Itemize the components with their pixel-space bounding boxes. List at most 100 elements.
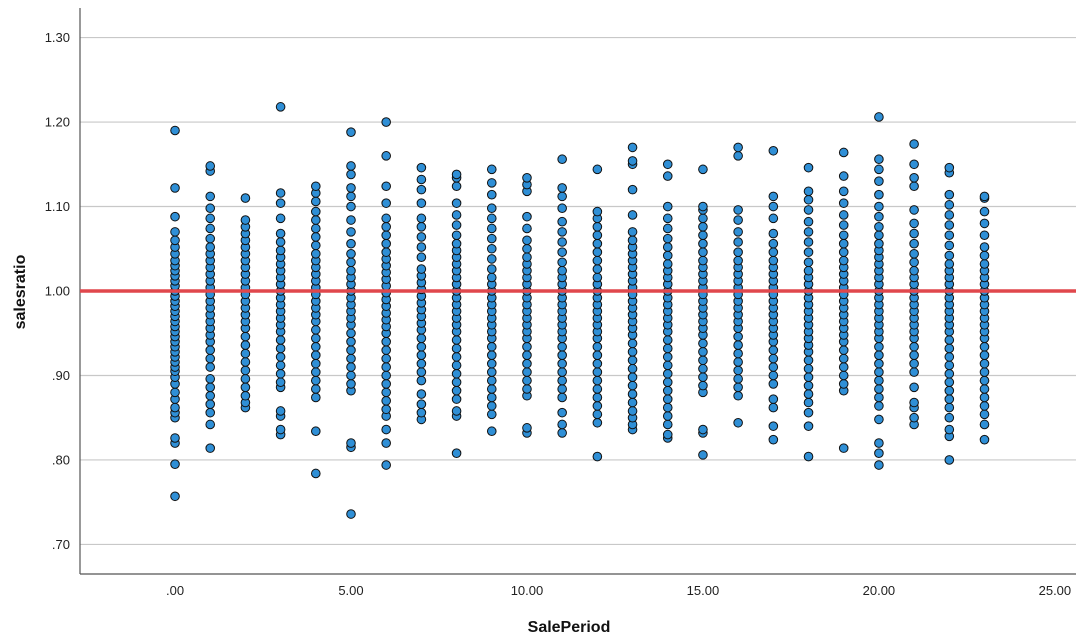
data-point <box>768 145 779 156</box>
data-point <box>311 215 321 225</box>
data-point <box>381 230 391 241</box>
data-point <box>311 341 321 352</box>
data-point <box>944 352 955 362</box>
data-point <box>979 409 990 420</box>
data-point <box>698 380 708 391</box>
data-point <box>874 460 884 470</box>
data-point <box>768 228 779 239</box>
data-point <box>311 196 321 207</box>
data-point <box>803 237 814 247</box>
data-point <box>451 198 462 208</box>
data-point <box>909 139 919 149</box>
data-point <box>381 345 391 355</box>
data-point <box>979 358 990 369</box>
data-point <box>486 233 497 244</box>
data-point <box>346 370 356 381</box>
data-point <box>733 357 743 367</box>
data-point <box>627 227 638 237</box>
data-point <box>662 429 673 440</box>
data-point <box>768 255 779 266</box>
data-point <box>557 384 567 394</box>
data-point <box>346 509 356 519</box>
data-point <box>662 394 673 404</box>
data-point <box>557 237 567 247</box>
data-point <box>803 380 814 391</box>
data-point <box>944 162 955 173</box>
data-point <box>311 206 321 217</box>
data-point <box>874 176 884 186</box>
data-point <box>874 154 884 165</box>
data-point <box>557 392 567 403</box>
data-point <box>662 402 673 413</box>
data-point <box>768 191 779 202</box>
data-point <box>944 200 955 210</box>
data-point <box>698 372 708 382</box>
data-point <box>557 428 567 438</box>
data-point <box>944 240 955 251</box>
data-point <box>522 211 532 222</box>
data-point <box>944 424 955 435</box>
data-point <box>416 399 427 410</box>
data-point <box>205 443 216 453</box>
data-point <box>698 213 708 224</box>
data-point <box>557 216 567 227</box>
data-point <box>909 228 919 239</box>
data-point <box>838 186 849 197</box>
data-point <box>522 223 532 234</box>
data-point <box>346 161 356 171</box>
data-point <box>557 227 567 237</box>
data-point <box>451 169 462 180</box>
data-point <box>311 468 321 479</box>
data-point <box>240 374 251 384</box>
data-point <box>486 254 497 264</box>
x-axis-title: SalePeriod <box>528 619 611 636</box>
data-point <box>838 247 849 257</box>
data-point <box>874 448 884 458</box>
data-point <box>451 181 462 192</box>
data-point <box>698 230 708 241</box>
data-point <box>451 220 462 230</box>
data-point <box>311 375 321 386</box>
data-point <box>909 265 919 276</box>
data-point <box>486 203 497 214</box>
data-point <box>662 385 673 396</box>
data-point <box>944 259 955 269</box>
data-point <box>874 401 884 411</box>
y-tick-label: 1.20 <box>45 115 70 130</box>
data-point <box>205 374 216 384</box>
data-point <box>205 382 216 393</box>
data-point <box>275 335 286 345</box>
data-point <box>944 250 955 261</box>
data-point <box>803 451 814 462</box>
data-point <box>592 272 603 283</box>
data-point <box>979 206 990 217</box>
data-point <box>768 201 779 212</box>
data-point <box>592 255 603 266</box>
data-point <box>662 233 673 244</box>
data-point <box>346 169 356 180</box>
data-point <box>979 384 990 394</box>
data-point <box>627 235 638 246</box>
data-point <box>451 360 462 371</box>
data-point <box>592 341 603 352</box>
data-point <box>170 433 180 443</box>
data-point <box>522 243 532 254</box>
data-point <box>592 230 603 241</box>
data-point <box>874 414 884 425</box>
data-point <box>698 347 708 357</box>
data-point <box>909 238 919 249</box>
data-point <box>979 259 990 269</box>
data-point <box>662 343 673 354</box>
y-tick-label: .90 <box>52 368 70 383</box>
data-point <box>557 154 567 165</box>
data-point <box>838 255 849 266</box>
data-point <box>311 367 321 377</box>
data-point <box>522 235 532 246</box>
data-point <box>979 242 990 252</box>
data-point <box>451 238 462 249</box>
data-point <box>205 407 216 418</box>
data-point <box>557 247 567 257</box>
data-point <box>733 348 743 359</box>
data-point <box>522 350 532 361</box>
data-point <box>486 367 497 377</box>
